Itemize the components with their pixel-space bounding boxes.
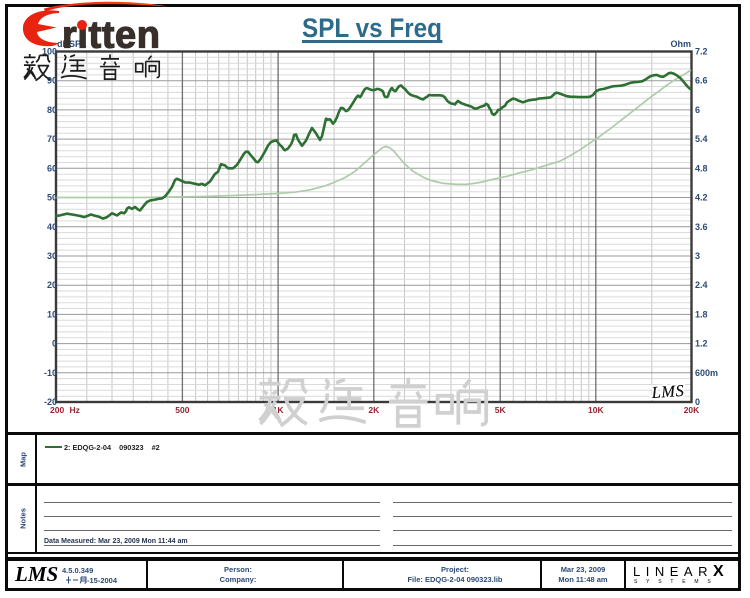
svg-text:100: 100 xyxy=(42,47,57,57)
svg-text:60: 60 xyxy=(47,163,57,173)
svg-text:Hz: Hz xyxy=(70,405,80,415)
svg-text:LMS: LMS xyxy=(650,381,685,402)
svg-text:20: 20 xyxy=(47,280,57,290)
svg-text:LMS: LMS xyxy=(650,381,685,402)
svg-text:4.2: 4.2 xyxy=(695,193,708,203)
svg-text:3: 3 xyxy=(695,251,700,261)
svg-text:2K: 2K xyxy=(368,405,380,415)
svg-text:20K: 20K xyxy=(684,405,700,415)
svg-text:50: 50 xyxy=(47,193,57,203)
svg-text:70: 70 xyxy=(47,134,57,144)
svg-text:5.4: 5.4 xyxy=(695,134,708,144)
svg-text:1.8: 1.8 xyxy=(695,309,708,319)
svg-text:-10: -10 xyxy=(44,368,57,378)
svg-text:Ohm: Ohm xyxy=(670,39,691,49)
svg-text:rıtten: rıtten xyxy=(62,15,161,57)
svg-text:0: 0 xyxy=(52,339,57,349)
svg-text:7.2: 7.2 xyxy=(695,47,708,57)
svg-text:6.6: 6.6 xyxy=(695,76,708,86)
svg-text:0: 0 xyxy=(695,397,700,407)
svg-text:600m: 600m xyxy=(695,368,718,378)
svg-text:6: 6 xyxy=(695,105,700,115)
svg-text:4.8: 4.8 xyxy=(695,163,708,173)
svg-text:10K: 10K xyxy=(588,405,604,415)
svg-text:3.6: 3.6 xyxy=(695,222,708,232)
svg-text:-20: -20 xyxy=(44,397,57,407)
svg-text:5K: 5K xyxy=(495,405,507,415)
svg-text:dBSPL: dBSPL xyxy=(57,39,87,49)
svg-text:500: 500 xyxy=(175,405,189,415)
svg-text:1K: 1K xyxy=(273,405,285,415)
svg-text:80: 80 xyxy=(47,105,57,115)
svg-text:30: 30 xyxy=(47,251,57,261)
svg-text:2.4: 2.4 xyxy=(695,280,708,290)
svg-text:10: 10 xyxy=(47,309,57,319)
svg-text:1.2: 1.2 xyxy=(695,339,708,349)
svg-text:200: 200 xyxy=(50,405,64,415)
svg-text:40: 40 xyxy=(47,222,57,232)
svg-text:90: 90 xyxy=(47,76,57,86)
